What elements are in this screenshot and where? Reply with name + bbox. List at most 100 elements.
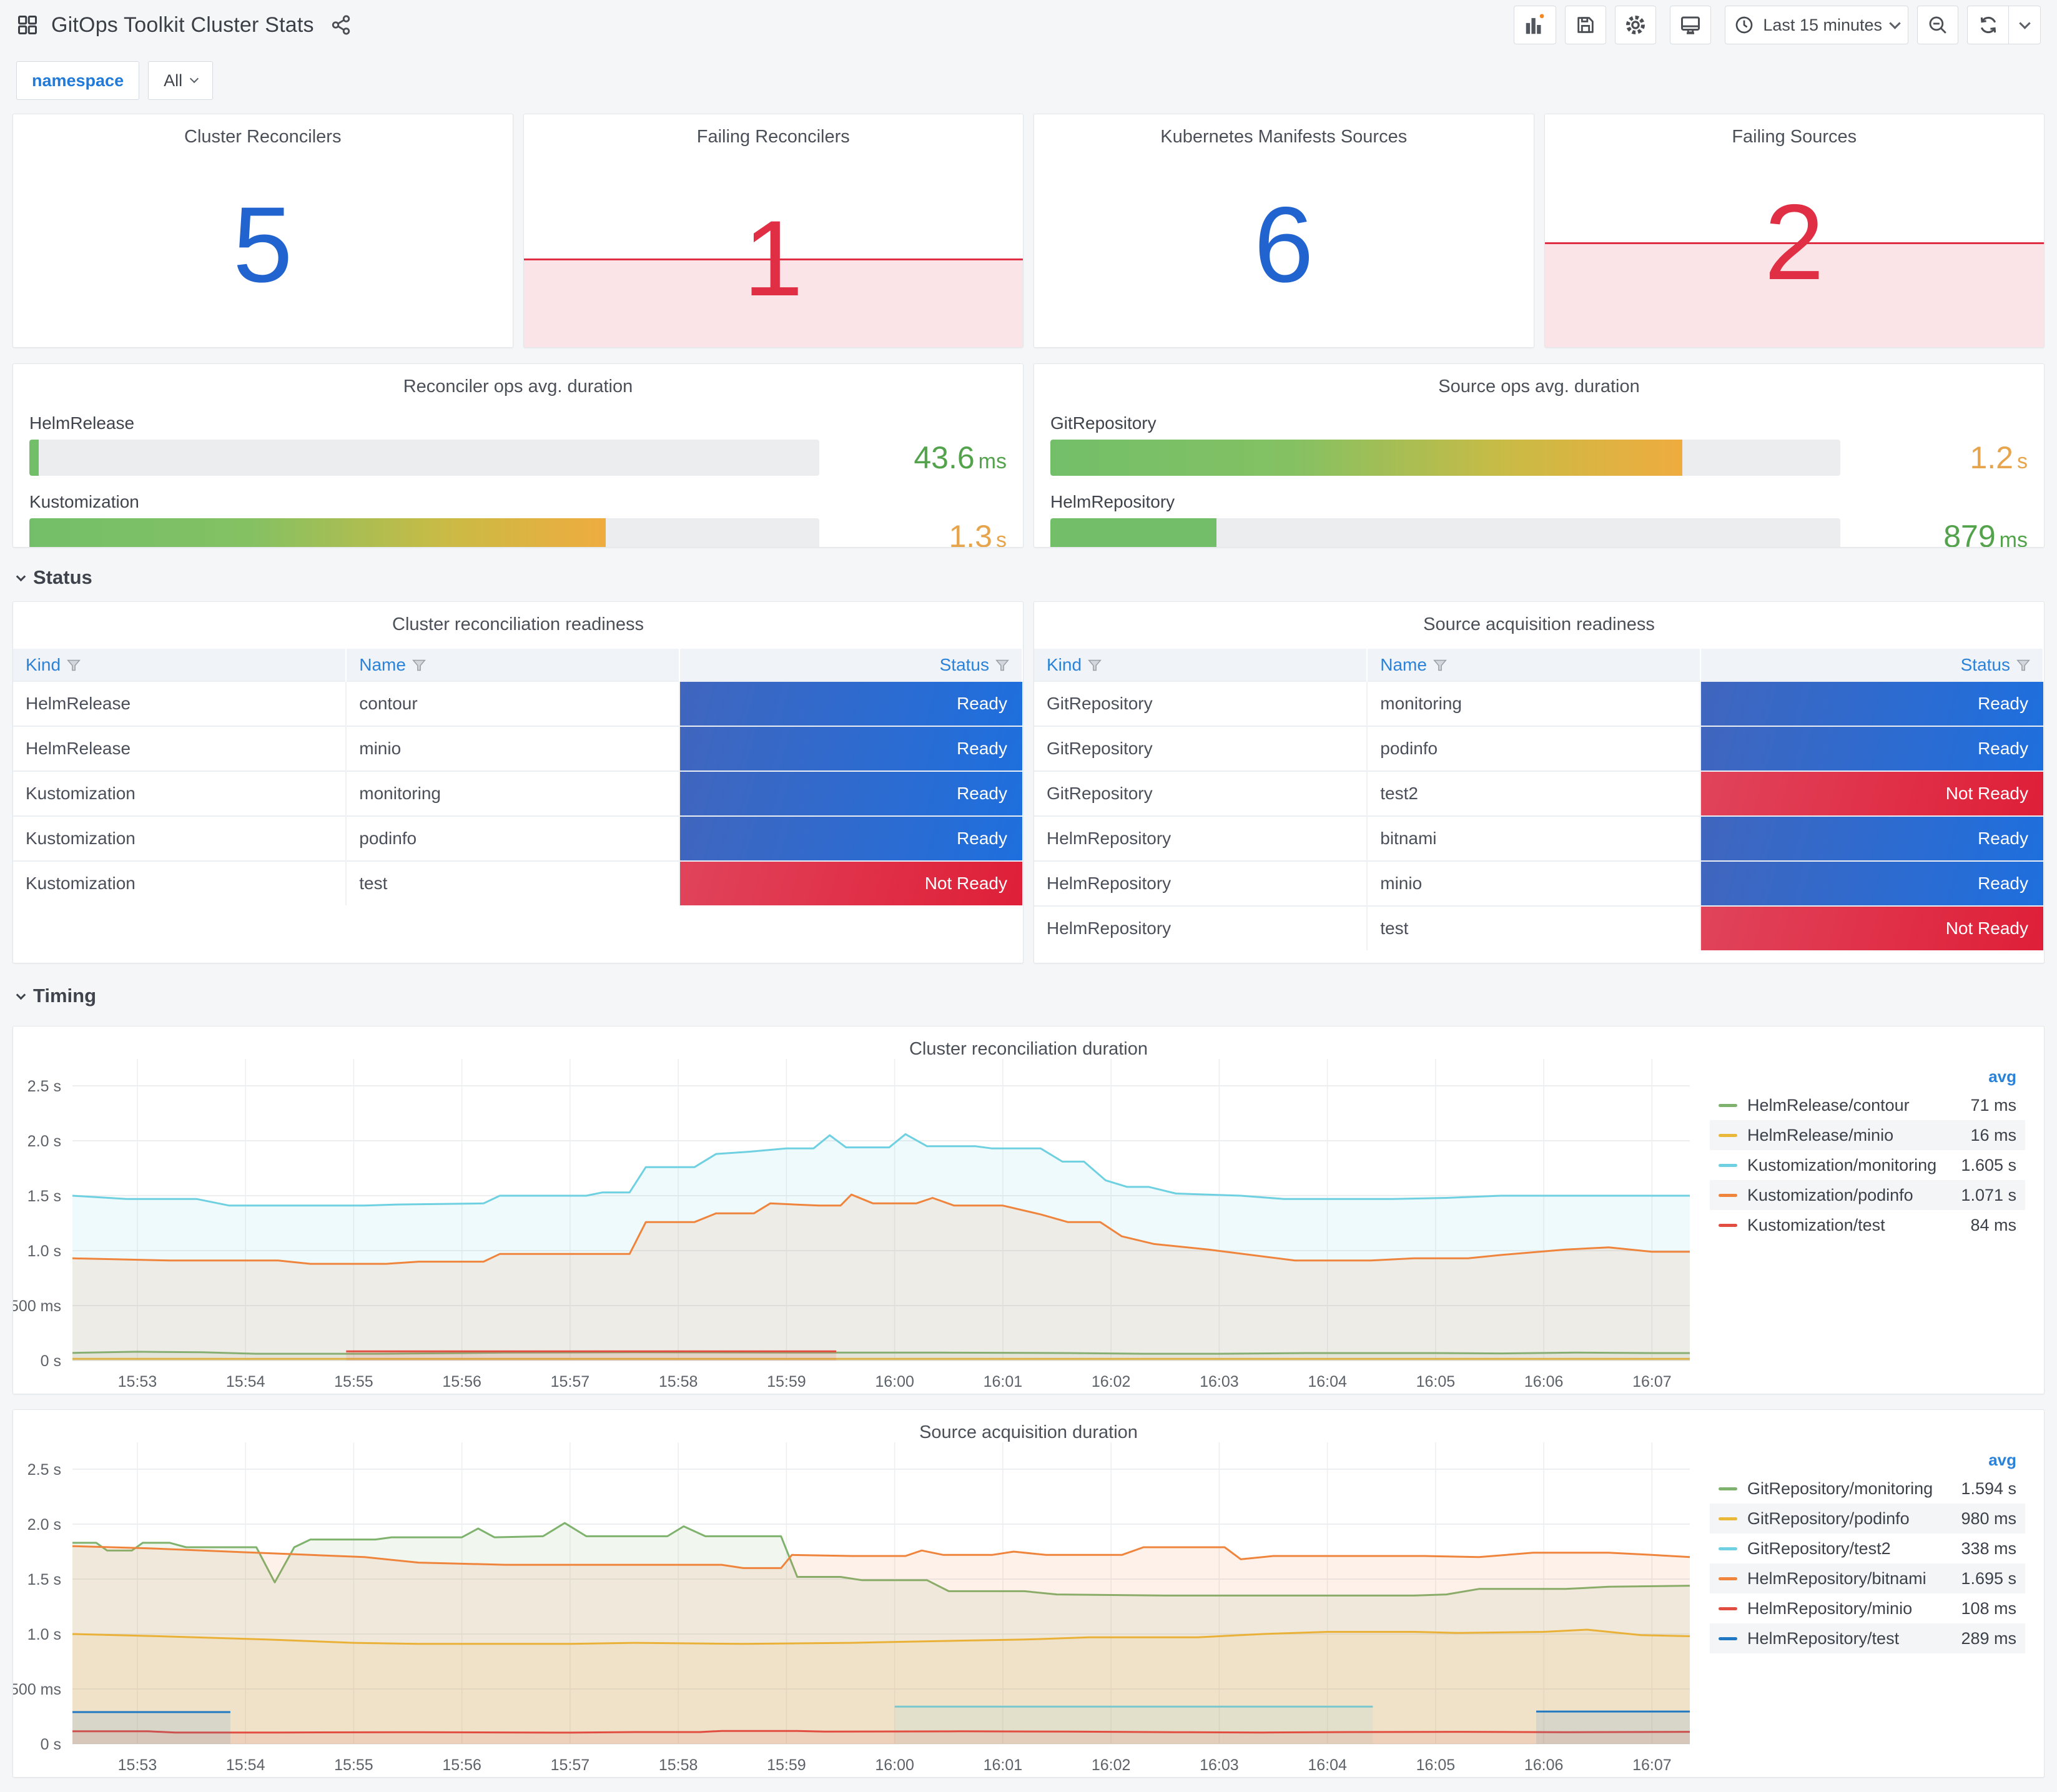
chevron-down-icon <box>16 571 26 581</box>
svg-text:16:05: 16:05 <box>1416 1373 1456 1391</box>
svg-text:1.0 s: 1.0 s <box>27 1626 61 1643</box>
table-row: HelmRelease contour Ready <box>13 681 1022 726</box>
chart-panel-source-acquisition-duration: Source acquisition duration 0 s 500 ms 1.0… <box>12 1409 2045 1778</box>
column-header-status[interactable]: Status <box>1700 649 2044 681</box>
timeseries-plot[interactable]: 0 s 500 ms 1.0 s 1.5 s 2.0 s 2.5 s 15:53 15:54 1… <box>13 1441 2044 1777</box>
column-header-name[interactable]: Name <box>1367 649 1701 681</box>
add-panel-button[interactable] <box>1514 6 1557 44</box>
series-color-swatch <box>1719 1637 1737 1640</box>
panel-title[interactable]: Cluster reconciliation readiness <box>392 614 644 634</box>
series-avg-value: 1.605 s <box>1961 1155 2016 1174</box>
gauge-bar <box>29 440 39 476</box>
tv-mode-button[interactable] <box>1670 6 1712 44</box>
svg-text:2.0 s: 2.0 s <box>27 1516 61 1534</box>
legend-item[interactable]: Kustomization/test 84 ms <box>1710 1210 2025 1240</box>
legend-item[interactable]: GitRepository/monitoring 1.594 s <box>1710 1474 2025 1504</box>
gauge-bar <box>1050 518 1216 547</box>
gauge-label: HelmRepository <box>1050 492 1175 511</box>
series-color-swatch <box>1719 1577 1737 1580</box>
filter-icon[interactable] <box>1433 659 1447 672</box>
section-row-status[interactable]: Status <box>0 563 2057 593</box>
legend-item[interactable]: HelmRepository/test 289 ms <box>1710 1623 2025 1653</box>
panel-title[interactable]: Reconciler ops avg. duration <box>403 377 633 396</box>
status-badge: Ready <box>679 727 1022 770</box>
cell-name: minio <box>346 726 680 771</box>
panel-title[interactable]: Source ops avg. duration <box>1438 377 1640 396</box>
legend-item[interactable]: HelmRelease/minio 16 ms <box>1710 1120 2025 1150</box>
stat-panel-failing-reconcilers: Failing Reconcilers 1 <box>523 114 1024 348</box>
section-row-timing[interactable]: Timing <box>0 981 2057 1011</box>
chart-legend: avg HelmRelease/contour 71 ms HelmReleas… <box>1710 1063 2025 1240</box>
series-color-swatch <box>1719 1193 1737 1197</box>
filter-icon[interactable] <box>2016 659 2030 672</box>
series-color-swatch <box>1719 1487 1737 1490</box>
time-range-picker[interactable]: Last 15 minutes <box>1725 6 1908 44</box>
legend-item[interactable]: HelmRepository/bitnami 1.695 s <box>1710 1563 2025 1593</box>
gauge-label: HelmRelease <box>29 413 135 433</box>
svg-text:15:59: 15:59 <box>767 1373 806 1391</box>
series-name: GitRepository/monitoring <box>1747 1479 1933 1498</box>
share-icon[interactable] <box>330 14 352 36</box>
chart-legend: avg GitRepository/monitoring 1.594 s Git… <box>1710 1446 2025 1653</box>
legend-avg-header[interactable]: avg <box>1988 1450 2016 1469</box>
legend-item[interactable]: Kustomization/monitoring 1.605 s <box>1710 1150 2025 1180</box>
legend-avg-header[interactable]: avg <box>1988 1067 2016 1086</box>
legend-item[interactable]: Kustomization/podinfo 1.071 s <box>1710 1180 2025 1210</box>
filter-icon[interactable] <box>67 659 81 672</box>
panel-title[interactable]: Cluster Reconcilers <box>184 127 342 147</box>
svg-text:16:06: 16:06 <box>1524 1373 1564 1391</box>
status-badge: Not Ready <box>1700 907 2043 950</box>
column-header-kind[interactable]: Kind <box>1034 649 1368 681</box>
section-label: Timing <box>33 985 97 1007</box>
column-header-kind[interactable]: Kind <box>13 649 347 681</box>
gauge-track <box>29 440 819 476</box>
chevron-down-icon <box>1889 17 1901 29</box>
dashboard-settings-button[interactable] <box>1615 6 1657 44</box>
refresh-button-group <box>1967 6 2041 44</box>
table-header-row: Kind Name Status <box>13 649 1023 681</box>
gauge-row-helmrelease: HelmRelease 43.6 ms <box>29 413 1007 476</box>
svg-text:16:05: 16:05 <box>1416 1756 1456 1774</box>
panel-title[interactable]: Source acquisition duration <box>919 1422 1138 1442</box>
legend-item[interactable]: GitRepository/podinfo 980 ms <box>1710 1504 2025 1534</box>
variable-namespace-value: All <box>164 71 183 90</box>
gauge-value: 1.2 s <box>1970 440 2028 475</box>
variable-namespace-label: namespace <box>16 61 140 100</box>
status-badge: Ready <box>679 817 1022 860</box>
status-badge: Ready <box>679 772 1022 815</box>
panel-title[interactable]: Source acquisition readiness <box>1423 614 1655 634</box>
cell-kind: GitRepository <box>1034 681 1368 726</box>
cell-name: test <box>346 860 680 905</box>
legend-item[interactable]: HelmRepository/minio 108 ms <box>1710 1593 2025 1623</box>
stat-panel-cluster-reconcilers: Cluster Reconcilers 5 <box>12 114 513 348</box>
variable-namespace-picker[interactable]: All <box>148 61 214 100</box>
series-color-swatch <box>1719 1517 1737 1520</box>
table-row: Kustomization monitoring Ready <box>13 770 1022 816</box>
timeseries-plot[interactable]: 0 s 500 ms 1.0 s 1.5 s 2.0 s 2.5 s 15:53 15:54 1… <box>13 1058 2044 1394</box>
gauge-panel-reconciler-ops: Reconciler ops avg. duration HelmRelease… <box>12 363 1024 548</box>
panel-title[interactable]: Kubernetes Manifests Sources <box>1160 127 1408 147</box>
cell-name: bitnami <box>1367 815 1701 861</box>
svg-text:16:00: 16:00 <box>875 1373 914 1391</box>
legend-item[interactable]: HelmRelease/contour 71 ms <box>1710 1090 2025 1120</box>
status-badge: Ready <box>1700 682 2043 726</box>
refresh-interval-button[interactable] <box>2008 6 2041 44</box>
column-header-status[interactable]: Status <box>679 649 1023 681</box>
stat-value: 2 <box>1764 182 1825 303</box>
zoom-out-button[interactable] <box>1917 6 1958 44</box>
column-header-name[interactable]: Name <box>346 649 680 681</box>
refresh-button[interactable] <box>1967 6 2008 44</box>
panel-title[interactable]: Failing Reconcilers <box>696 127 850 147</box>
gauge-row: Reconciler ops avg. duration HelmRelease… <box>12 363 2045 548</box>
tables-row: Cluster reconciliation readiness Kind Nam… <box>12 601 2045 963</box>
filter-icon[interactable] <box>995 659 1009 672</box>
svg-text:15:58: 15:58 <box>659 1373 698 1391</box>
filter-icon[interactable] <box>412 659 426 672</box>
panel-title[interactable]: Failing Sources <box>1732 127 1857 147</box>
legend-item[interactable]: GitRepository/test2 338 ms <box>1710 1534 2025 1563</box>
panel-title[interactable]: Cluster reconciliation duration <box>909 1039 1148 1059</box>
save-dashboard-button[interactable] <box>1565 6 1607 44</box>
series-avg-value: 980 ms <box>1961 1509 2016 1528</box>
svg-text:0 s: 0 s <box>41 1352 61 1370</box>
filter-icon[interactable] <box>1088 659 1102 672</box>
